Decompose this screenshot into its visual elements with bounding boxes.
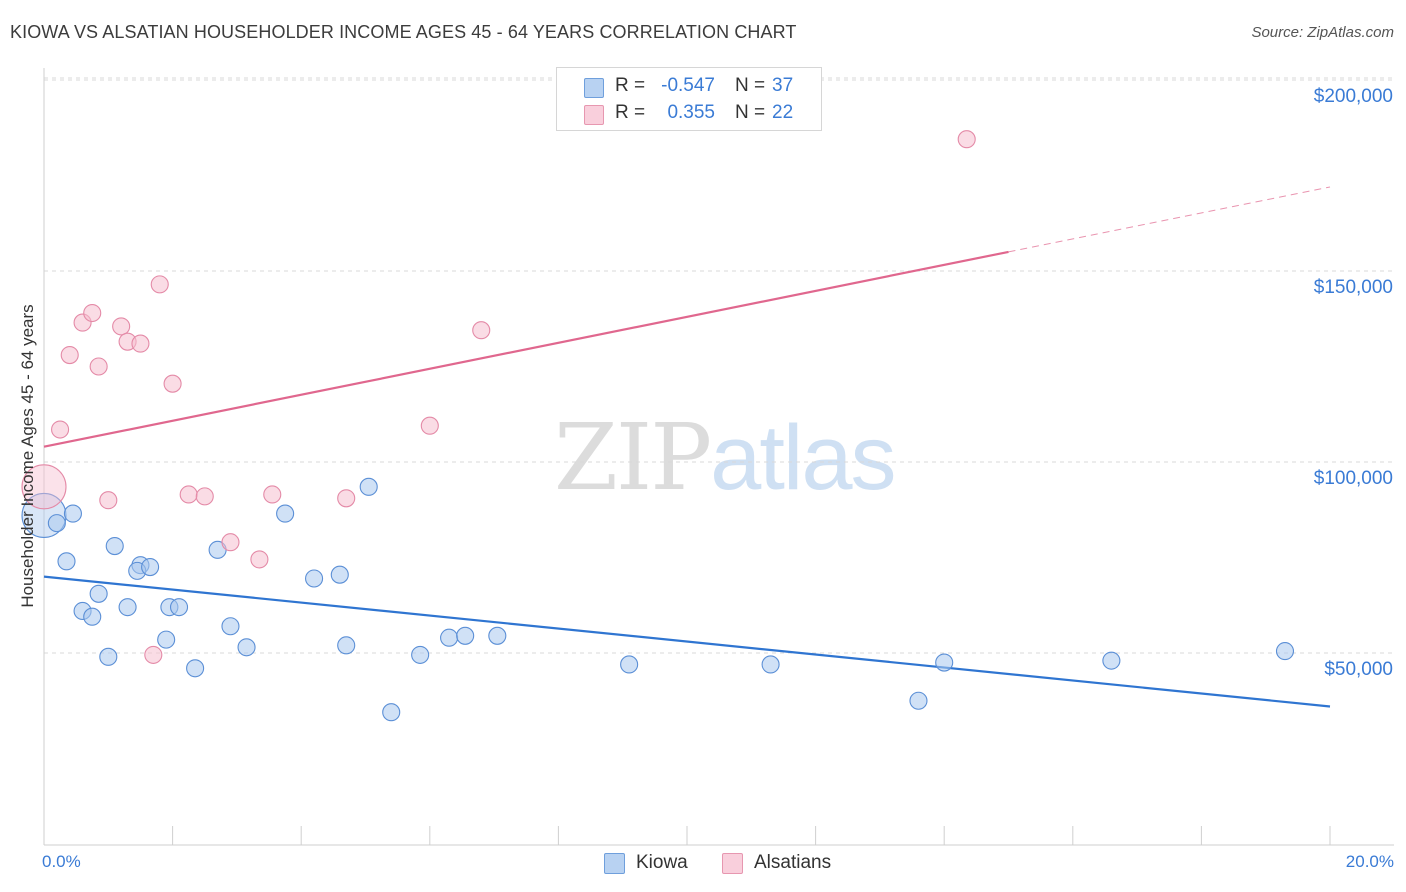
alsatians-point (163, 374, 182, 393)
kiowa-point (169, 598, 189, 617)
kiowa-point (105, 536, 124, 556)
kiowa-point (157, 630, 176, 649)
kiowa-swatch (584, 78, 604, 98)
kiowa-point (237, 638, 256, 657)
legend-row-kiowa: R = -0.547 N = 37 (557, 74, 821, 102)
kiowa-legend-swatch (604, 853, 625, 874)
alsatians-trend-line (43, 250, 1009, 448)
legend-item-kiowa: Kiowa (604, 852, 704, 876)
kiowa-point (305, 569, 324, 588)
kiowa-point (1102, 651, 1121, 670)
legend-row-alsatians: R = 0.355 N = 22 (557, 101, 821, 129)
kiowa-trend-line (43, 575, 1331, 708)
alsatians-point (99, 491, 118, 510)
alsatians-point (89, 357, 108, 376)
alsatians-point (131, 334, 150, 353)
legend-r-value: 0.355 (667, 102, 715, 123)
alsatians-point (83, 303, 102, 323)
kiowa-point (382, 703, 401, 722)
alsatians-point (21, 464, 67, 510)
kiowa-point (488, 626, 507, 645)
alsatians-point (250, 550, 269, 569)
kiowa-point (337, 636, 356, 655)
source-label: Source: ZipAtlas.com (1251, 24, 1394, 41)
legend-n-value: 22 (772, 102, 794, 123)
kiowa-point (909, 691, 928, 710)
kiowa-point (89, 584, 108, 603)
legend-r-label: R = (615, 75, 646, 96)
alsatians-point (957, 130, 976, 149)
kiowa-legend-label: Kiowa (636, 852, 688, 873)
alsatians-point (179, 485, 198, 504)
kiowa-point (99, 647, 118, 666)
kiowa-point (1275, 642, 1295, 661)
kiowa-point (411, 645, 430, 664)
kiowa-point (221, 617, 240, 636)
watermark: ZIPatlas (554, 404, 897, 511)
alsatians-point (51, 420, 70, 439)
alsatians-point (472, 321, 491, 340)
kiowa-point (330, 565, 349, 584)
alsatians-point (337, 489, 356, 508)
y-tick-label: $200,000 (1313, 86, 1393, 107)
kiowa-point (141, 557, 160, 577)
kiowa-point (456, 626, 475, 645)
legend-r-value: -0.547 (661, 75, 715, 96)
correlation-legend: R = -0.547 N = 37 R = 0.355 N = 22 (556, 67, 822, 131)
watermark-atlas: atlas (710, 407, 896, 509)
alsatians-point (60, 345, 79, 365)
alsatians-point (112, 317, 131, 336)
legend-n-label: N = (735, 75, 766, 96)
legend-n-value: 37 (772, 75, 794, 96)
alsatians-swatch (584, 105, 604, 125)
kiowa-point (83, 607, 102, 626)
kiowa-point (47, 514, 66, 533)
kiowa-point (276, 504, 295, 523)
alsatians-point (144, 645, 163, 664)
kiowa-point (118, 598, 137, 617)
x-tick-label: 20.0% (1345, 852, 1394, 871)
alsatians-legend-swatch (722, 853, 743, 874)
kiowa-point (57, 552, 76, 571)
y-axis-label: Householder Income Ages 45 - 64 years (18, 304, 37, 608)
alsatians-point (420, 416, 439, 435)
legend-n-label: N = (735, 102, 766, 123)
x-tick-label: 0.0% (42, 852, 81, 871)
kiowa-point (440, 628, 459, 647)
legend-item-alsatians: Alsatians (722, 852, 852, 876)
kiowa-point (186, 659, 205, 678)
watermark-zip: ZIP (554, 404, 712, 511)
alsatians-legend-label: Alsatians (754, 852, 832, 873)
alsatians-point (195, 487, 214, 506)
alsatians-point (221, 533, 240, 552)
y-tick-label: $50,000 (1324, 659, 1393, 680)
y-tick-label: $100,000 (1313, 468, 1393, 489)
alsatians-trend-line-extension (1008, 186, 1331, 253)
legend-r-label: R = (615, 102, 646, 123)
y-tick-label: $150,000 (1313, 277, 1393, 298)
kiowa-point (359, 477, 378, 496)
kiowa-point (63, 504, 82, 523)
alsatians-point (150, 275, 169, 294)
chart-title: KIOWA VS ALSATIAN HOUSEHOLDER INCOME AGE… (10, 22, 797, 42)
kiowa-point (935, 653, 954, 672)
kiowa-point (620, 655, 639, 674)
kiowa-point (761, 655, 780, 674)
alsatians-point (263, 485, 282, 504)
